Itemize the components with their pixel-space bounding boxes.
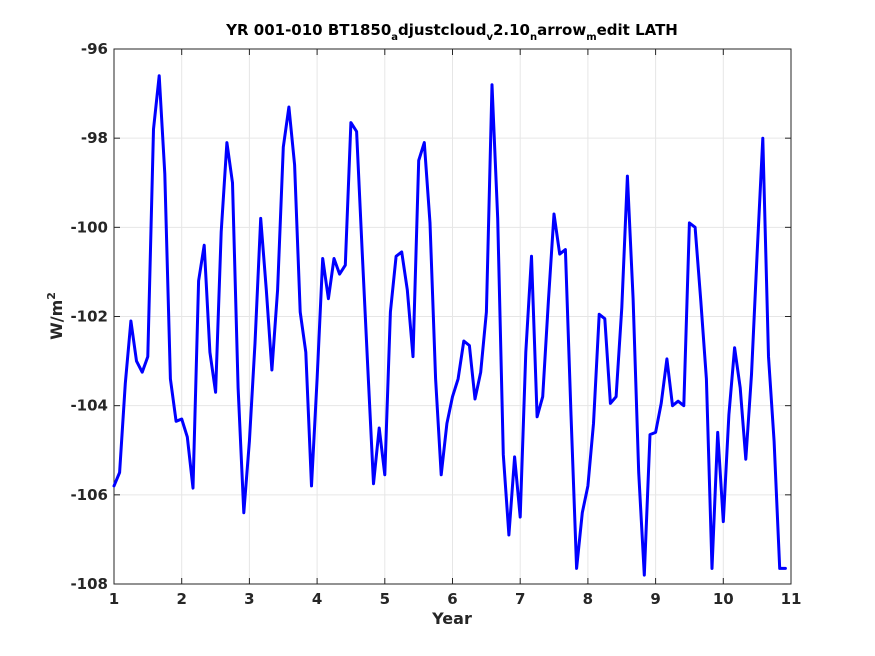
y-tick-label: -98: [81, 129, 108, 147]
y-axis-label: W/m2: [45, 292, 66, 340]
y-tick-label: -102: [70, 308, 108, 326]
title-part: 2.10: [493, 21, 530, 39]
x-tick-label: 11: [781, 590, 802, 608]
title-part: n: [530, 32, 537, 43]
title-part: v: [486, 32, 493, 43]
chart-title: YR 001-010 BT1850adjustcloudv2.10narrowm…: [225, 21, 678, 43]
title-part: djustcloud: [398, 21, 486, 39]
y-axis-label-main: W/m: [47, 300, 66, 340]
x-tick-label: 2: [176, 590, 186, 608]
title-part: YR 001-010 BT1850: [225, 21, 391, 39]
x-tick-label: 9: [650, 590, 660, 608]
y-axis-label-superscript: 2: [45, 292, 58, 300]
x-tick-label: 5: [380, 590, 390, 608]
x-tick-label: 3: [244, 590, 254, 608]
title-part: arrow: [537, 21, 586, 39]
y-axis-ticks: -108 -106 -104 -102 -100 -98 -96: [70, 40, 791, 593]
title-part: m: [586, 32, 596, 43]
series-group: [112, 74, 787, 577]
title-part: a: [391, 32, 398, 43]
x-tick-label: 4: [312, 590, 322, 608]
x-axis-label: Year: [431, 609, 472, 628]
x-tick-label: 8: [583, 590, 593, 608]
x-axis-ticks: 1 2 3 4 5 6 7 8 9 10 11: [109, 49, 802, 608]
y-tick-label: -106: [70, 486, 108, 504]
y-tick-label: -104: [70, 397, 108, 415]
series-line: [112, 74, 787, 577]
x-tick-label: 1: [109, 590, 119, 608]
x-tick-label: 10: [713, 590, 734, 608]
x-tick-label: 7: [515, 590, 525, 608]
y-tick-label: -108: [70, 575, 108, 593]
title-part: edit LATH: [597, 21, 678, 39]
y-tick-label: -96: [81, 40, 108, 58]
y-tick-label: -100: [70, 218, 108, 236]
x-tick-label: 6: [447, 590, 457, 608]
